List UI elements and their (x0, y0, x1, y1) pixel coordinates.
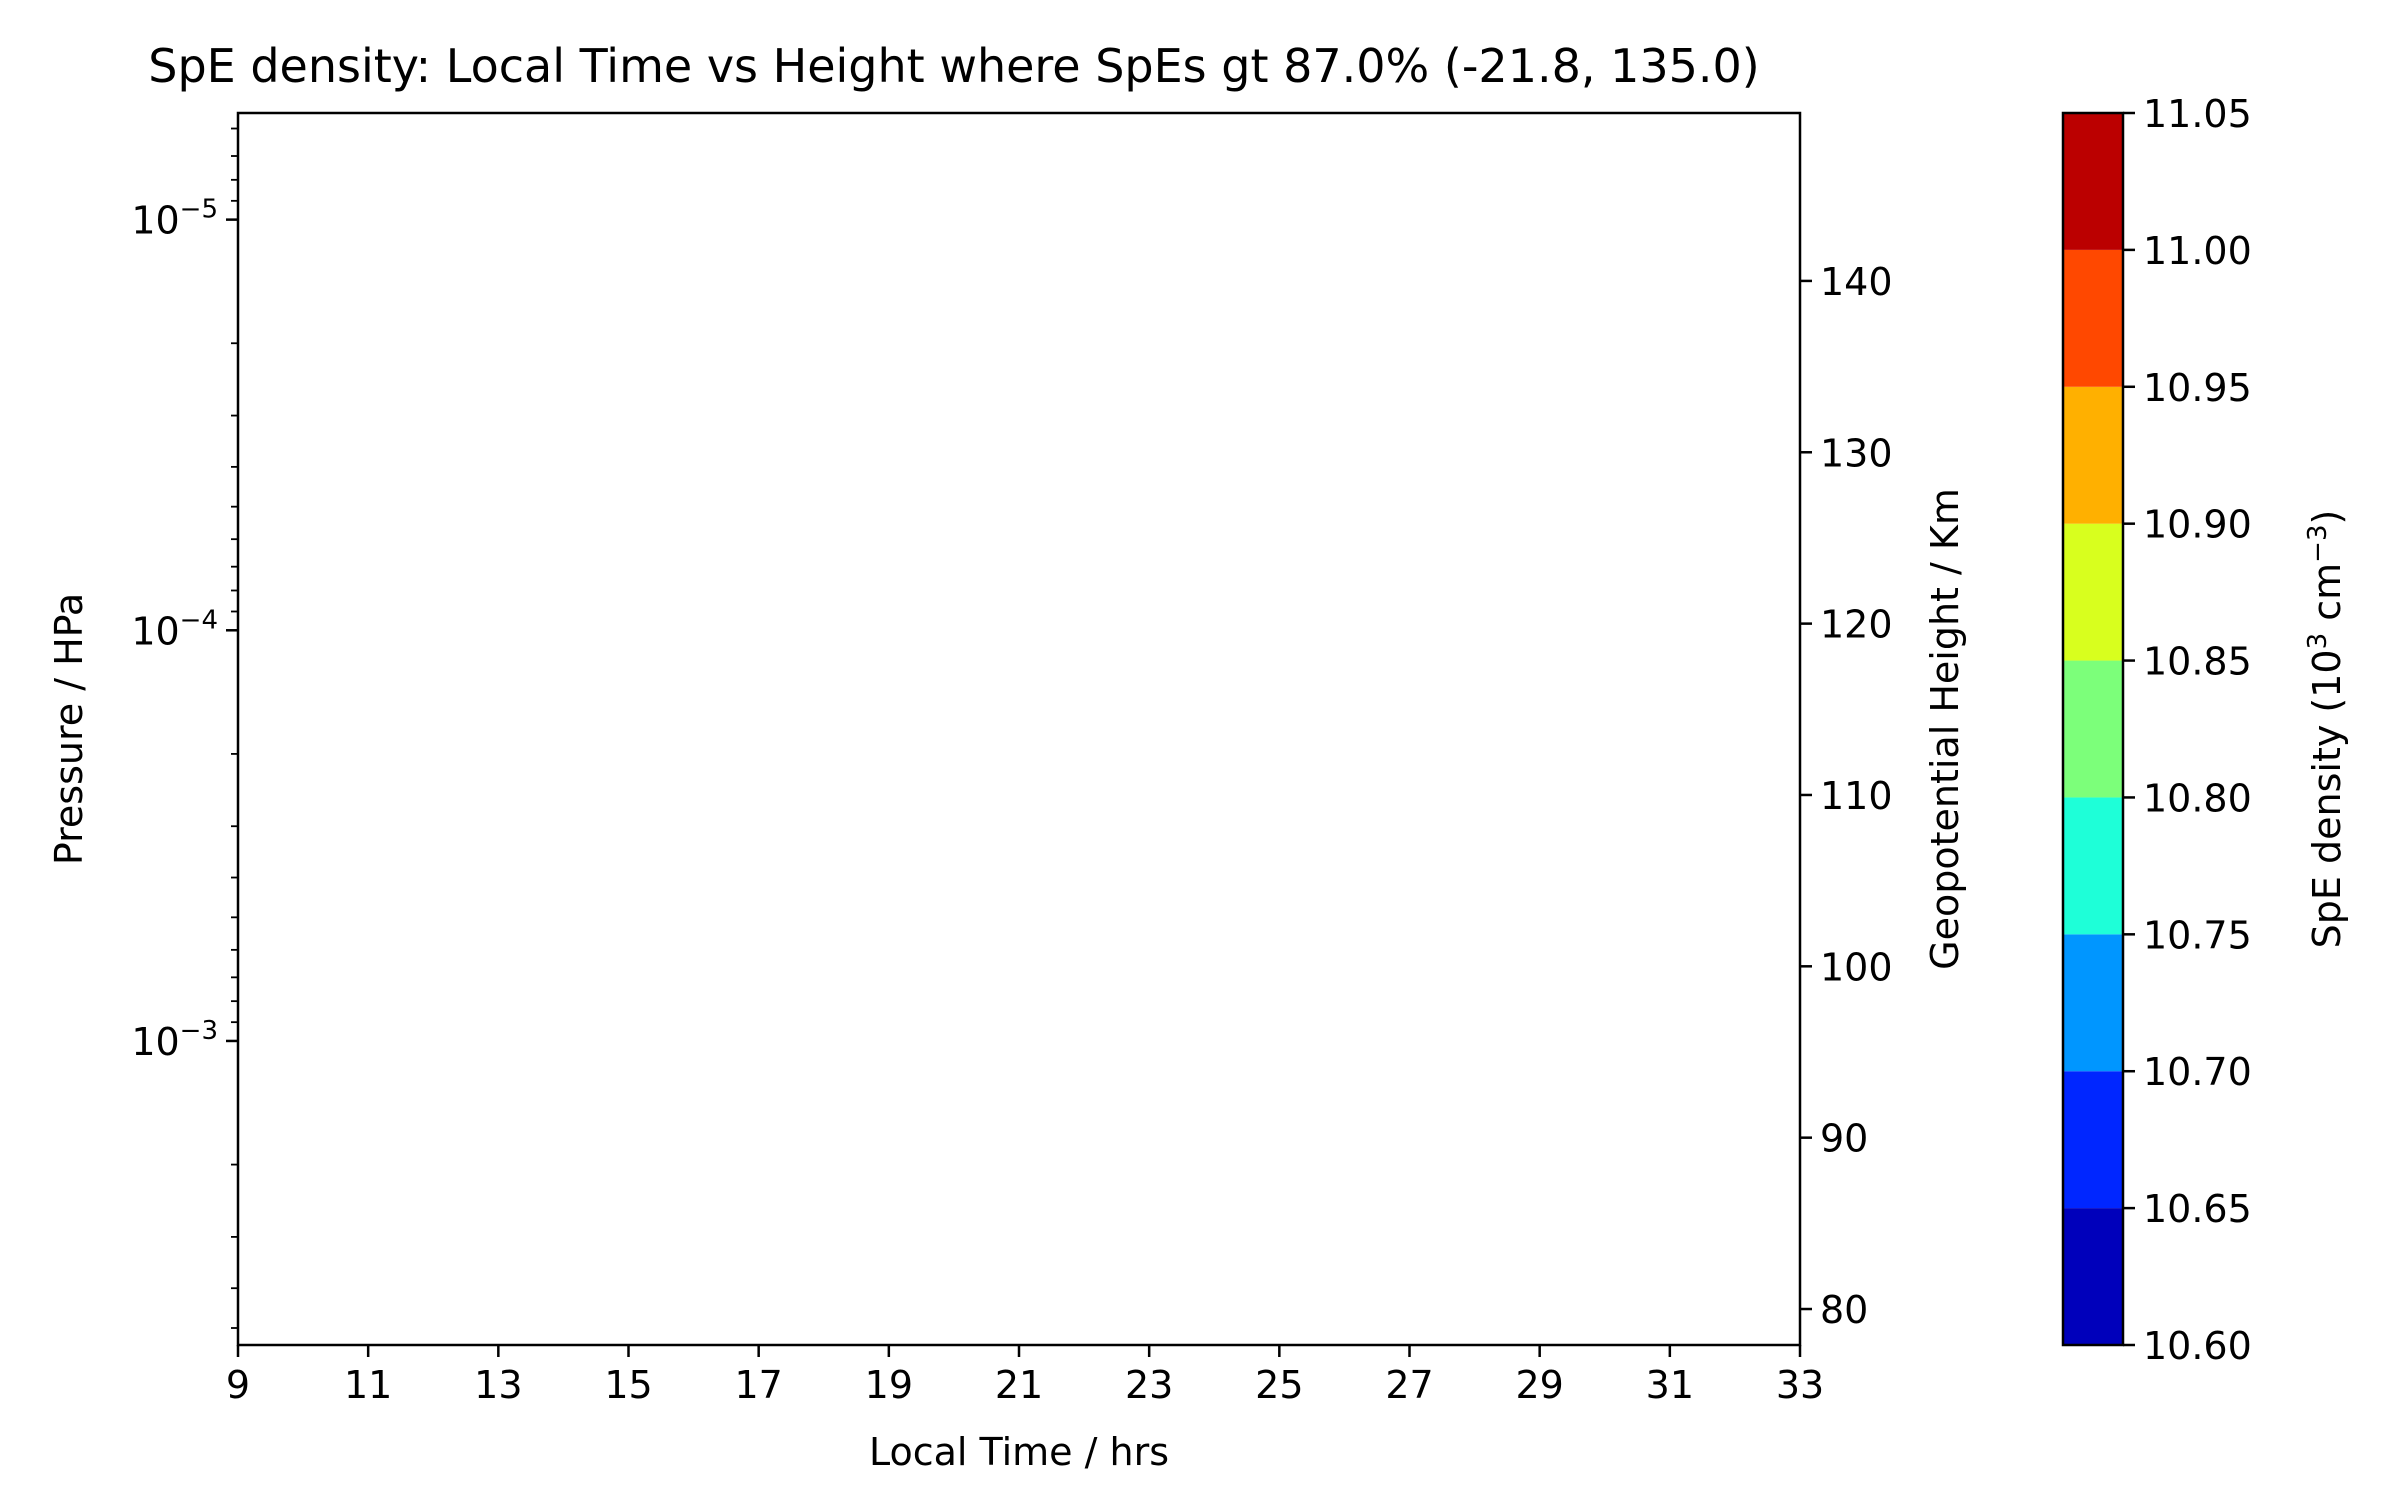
x-tick-label: 17 (734, 1363, 782, 1407)
x-tick-label: 11 (344, 1363, 392, 1407)
colorbar-tick-label: 10.95 (2143, 366, 2252, 410)
x-tick-label: 23 (1125, 1363, 1173, 1407)
x-axis-ticks: 9 11 13 15 17 19 21 23 25 27 29 31 33 (226, 1345, 1824, 1407)
y-right-axis-ticks: 80 90 100 110 120 130 140 (1800, 260, 1893, 1332)
x-axis-label: Local Time / hrs (869, 1430, 1169, 1474)
colorbar-tick-label: 11.05 (2143, 92, 2252, 136)
y-left-axis-ticks: 10−5 10−4 10−3 (131, 127, 238, 1329)
y-right-tick-label: 120 (1820, 603, 1893, 647)
colorbar-segment (2063, 1071, 2123, 1209)
x-tick-label: 29 (1515, 1363, 1563, 1407)
colorbar-tick-label: 10.70 (2143, 1050, 2252, 1094)
y-left-tick-label: 10−5 (131, 195, 218, 243)
colorbar-frame (2061, 111, 2125, 1347)
colorbar-label-base: SpE density (10 (2305, 649, 2349, 948)
y-left-axis-label: Pressure / HPa (47, 593, 91, 865)
x-tick-label: 15 (604, 1363, 652, 1407)
y-right-tick-label: 80 (1820, 1288, 1868, 1332)
x-tick-label: 9 (226, 1363, 250, 1407)
x-tick-label: 21 (995, 1363, 1043, 1407)
y-right-tick-label: 140 (1820, 260, 1893, 304)
x-tick-label: 31 (1646, 1363, 1694, 1407)
colorbar-segment (2063, 660, 2123, 798)
colorbar-tick-label: 10.85 (2143, 640, 2252, 684)
x-tick-label: 27 (1385, 1363, 1433, 1407)
y-left-tick-label: 10−3 (131, 1016, 218, 1064)
colorbar-segment (2063, 1208, 2123, 1345)
colorbar-label-exp2: −3 (2303, 525, 2333, 563)
x-tick-label: 25 (1255, 1363, 1303, 1407)
y-right-tick-label: 90 (1820, 1117, 1868, 1161)
y-right-tick-label: 110 (1820, 774, 1893, 818)
colorbar (2061, 111, 2125, 1347)
colorbar-ticks: 10.60 10.65 10.70 10.75 10.80 10.85 10.90 10.95… (2123, 92, 2252, 1368)
colorbar-segment (2063, 934, 2123, 1072)
colorbar-label: SpE density (103 cm−3) (2303, 510, 2349, 949)
colorbar-tick-label: 10.90 (2143, 503, 2252, 547)
y-left-tick-label: 10−4 (131, 605, 218, 653)
colorbar-label-exp1: 3 (2303, 633, 2333, 650)
colorbar-tick-label: 10.75 (2143, 913, 2252, 957)
x-tick-label: 33 (1776, 1363, 1824, 1407)
plot-area (236, 111, 1802, 1347)
chart-title: SpE density: Local Time vs Height where … (148, 39, 1759, 93)
y-right-tick-label: 130 (1820, 431, 1893, 475)
colorbar-tick-label: 11.00 (2143, 229, 2252, 273)
x-tick-label: 13 (474, 1363, 522, 1407)
colorbar-segment (2063, 797, 2123, 935)
colorbar-segment (2063, 386, 2123, 524)
colorbar-tick-label: 10.80 (2143, 776, 2252, 820)
colorbar-label-mid: cm (2305, 563, 2349, 633)
colorbar-label-end: ) (2305, 510, 2349, 525)
colorbar-segment (2063, 249, 2123, 387)
colorbar-segment (2063, 523, 2123, 661)
x-tick-label: 19 (865, 1363, 913, 1407)
y-right-tick-label: 100 (1820, 945, 1893, 989)
colorbar-tick-label: 10.65 (2143, 1187, 2252, 1231)
y-right-axis-label: Geopotential Height / Km (1923, 488, 1967, 970)
colorbar-tick-label: 10.60 (2143, 1324, 2252, 1368)
colorbar-segment (2063, 113, 2123, 250)
